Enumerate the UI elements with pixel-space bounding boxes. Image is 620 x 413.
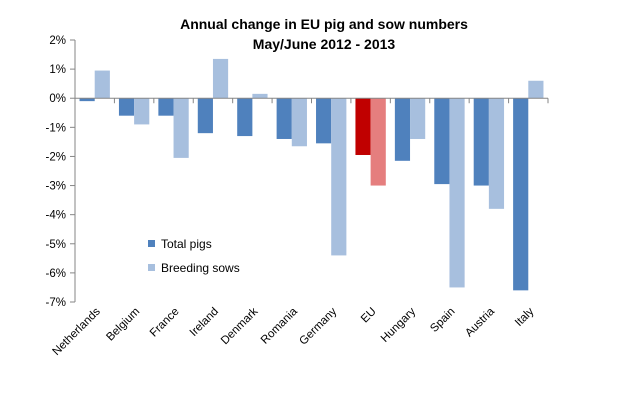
chart-subtitle: May/June 2012 - 2013 — [253, 36, 396, 52]
x-tick-label-eu: EU — [359, 306, 379, 326]
x-tick-label-italy: Italy — [513, 305, 537, 329]
bar-total-pigs-denmark — [237, 98, 253, 137]
y-tick-label: 0% — [49, 93, 66, 105]
bar-breeding-sows-eu — [370, 98, 386, 186]
bar-total-pigs-netherlands — [79, 98, 95, 102]
legend-swatch-breeding-sows — [148, 264, 155, 271]
x-tick-label-denmark: Denmark — [219, 305, 261, 347]
bar-total-pigs-italy — [513, 98, 529, 291]
y-tick-label: -1% — [46, 122, 66, 134]
bar-total-pigs-ireland — [197, 98, 213, 134]
bar-breeding-sows-romania — [291, 98, 307, 147]
x-tick-label-netherlands: Netherlands — [50, 305, 103, 358]
bar-total-pigs-belgium — [118, 98, 135, 116]
y-tick-label: 1% — [49, 64, 66, 76]
y-tick-label: -5% — [46, 239, 66, 251]
legend: Total pigs Breeding sows — [148, 237, 240, 275]
x-tick-label-spain: Spain — [428, 306, 457, 335]
y-tick-label: 2% — [49, 35, 66, 47]
legend-swatch-total-pigs — [148, 240, 155, 247]
y-tick-label: -2% — [46, 151, 66, 163]
bar-breeding-sows-italy — [528, 80, 544, 99]
bar-breeding-sows-france — [173, 98, 189, 158]
bar-breeding-sows-ireland — [212, 58, 229, 99]
bar-total-pigs-eu — [355, 98, 371, 155]
x-tick-label-hungary: Hungary — [379, 305, 418, 344]
x-tick-label-austria: Austria — [463, 305, 497, 339]
y-axis: 2% 1% 0% -1% -2% -3% -4% -5% -6% -7% — [46, 35, 76, 309]
y-tick-label: -4% — [46, 210, 66, 222]
bar-breeding-sows-austria — [488, 98, 505, 209]
bar-total-pigs-romania — [276, 98, 292, 139]
y-tick-label: -6% — [46, 268, 66, 280]
bar-breeding-sows-hungary — [410, 98, 426, 139]
bar-total-pigs-hungary — [394, 98, 411, 161]
bar-breeding-sows-denmark — [252, 93, 268, 99]
y-tick-label: -7% — [46, 297, 66, 309]
bar-breeding-sows-belgium — [134, 98, 150, 125]
x-tick-label-ireland: Ireland — [188, 306, 221, 339]
x-tick-label-france: France — [148, 306, 182, 340]
bar-total-pigs-austria — [473, 98, 489, 186]
legend-label-total-pigs: Total pigs — [161, 237, 212, 251]
bar-breeding-sows-spain — [449, 98, 465, 288]
y-tick-label: -3% — [46, 181, 66, 193]
x-tick-label-belgium: Belgium — [104, 306, 142, 344]
bar-breeding-sows-germany — [331, 98, 347, 256]
bar-total-pigs-france — [158, 98, 174, 116]
chart-title: Annual change in EU pig and sow numbers — [180, 16, 468, 32]
bars — [79, 58, 544, 291]
legend-label-breeding-sows: Breeding sows — [161, 261, 240, 275]
x-tick-label-romania: Romania — [259, 305, 300, 346]
bar-total-pigs-spain — [434, 98, 450, 185]
bar-total-pigs-germany — [316, 98, 332, 144]
x-tick-label-germany: Germany — [297, 305, 339, 347]
bar-breeding-sows-netherlands — [94, 70, 110, 99]
